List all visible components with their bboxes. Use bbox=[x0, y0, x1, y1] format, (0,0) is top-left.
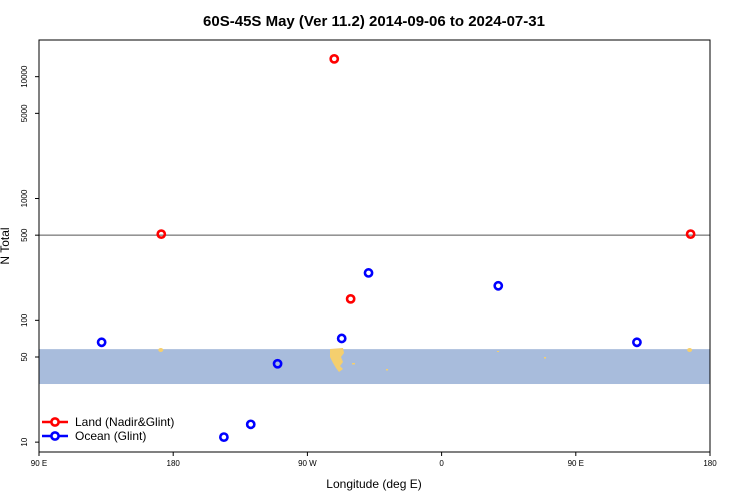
y-tick-label: 10000 bbox=[20, 65, 29, 88]
land-shape-new-zealand-east bbox=[687, 348, 693, 352]
ocean-point bbox=[363, 268, 374, 278]
ocean-point bbox=[272, 358, 283, 369]
y-tick-label: 500 bbox=[20, 228, 29, 242]
ocean-point bbox=[96, 337, 107, 348]
x-tick-label: 180 bbox=[167, 459, 181, 468]
x-tick-label: 90 E bbox=[568, 459, 584, 468]
land-shape-kerguelen bbox=[544, 357, 546, 359]
land-point bbox=[685, 229, 696, 240]
x-tick-label: 0 bbox=[439, 459, 444, 468]
legend-land-label: Land (Nadir&Glint) bbox=[75, 415, 174, 429]
x-tick-label: 90 E bbox=[31, 459, 47, 468]
y-tick-label: 1000 bbox=[20, 189, 29, 207]
legend: Land (Nadir&Glint)Ocean (Glint) bbox=[42, 415, 174, 443]
ocean-point bbox=[336, 333, 347, 344]
x-tick-label: 90 W bbox=[298, 459, 317, 468]
legend-ocean-label: Ocean (Glint) bbox=[75, 429, 146, 443]
x-tick-label: 180 bbox=[703, 459, 717, 468]
ocean-band bbox=[39, 349, 710, 385]
ocean-point bbox=[218, 432, 229, 442]
land-shape-south-america bbox=[330, 348, 344, 372]
y-tick-label: 100 bbox=[20, 313, 29, 327]
y-tick-label: 50 bbox=[20, 352, 29, 361]
data-points bbox=[96, 53, 696, 442]
land-shape-new-zealand bbox=[158, 348, 164, 352]
ocean-point bbox=[632, 337, 642, 348]
land-layer bbox=[158, 348, 693, 372]
y-axis: 10 50 100 500 1000 5000 10000 bbox=[20, 65, 39, 447]
land-shape-falklands bbox=[352, 363, 355, 365]
x-axis-label: Longitude (deg E) bbox=[326, 477, 421, 491]
y-tick-label: 5000 bbox=[20, 104, 29, 122]
land-shape-crozet bbox=[497, 351, 499, 352]
ocean-point bbox=[493, 280, 504, 291]
legend-land-marker bbox=[50, 417, 60, 427]
land-point bbox=[329, 53, 340, 64]
x-axis: 90 E 180 90 W 0 90 E 180 bbox=[31, 452, 717, 468]
land-point bbox=[156, 229, 167, 240]
y-tick-label: 10 bbox=[20, 437, 29, 446]
chart-title: 60S-45S May (Ver 11.2) 2014-09-06 to 202… bbox=[203, 13, 545, 30]
y-axis-label: N Total bbox=[0, 227, 12, 264]
land-shape-south-georgia bbox=[386, 369, 388, 371]
plot-area-frame bbox=[38, 39, 711, 453]
ocean-band-layer bbox=[39, 349, 710, 385]
ocean-point bbox=[245, 419, 256, 430]
land-point bbox=[345, 293, 356, 304]
legend-ocean-marker bbox=[50, 431, 60, 441]
